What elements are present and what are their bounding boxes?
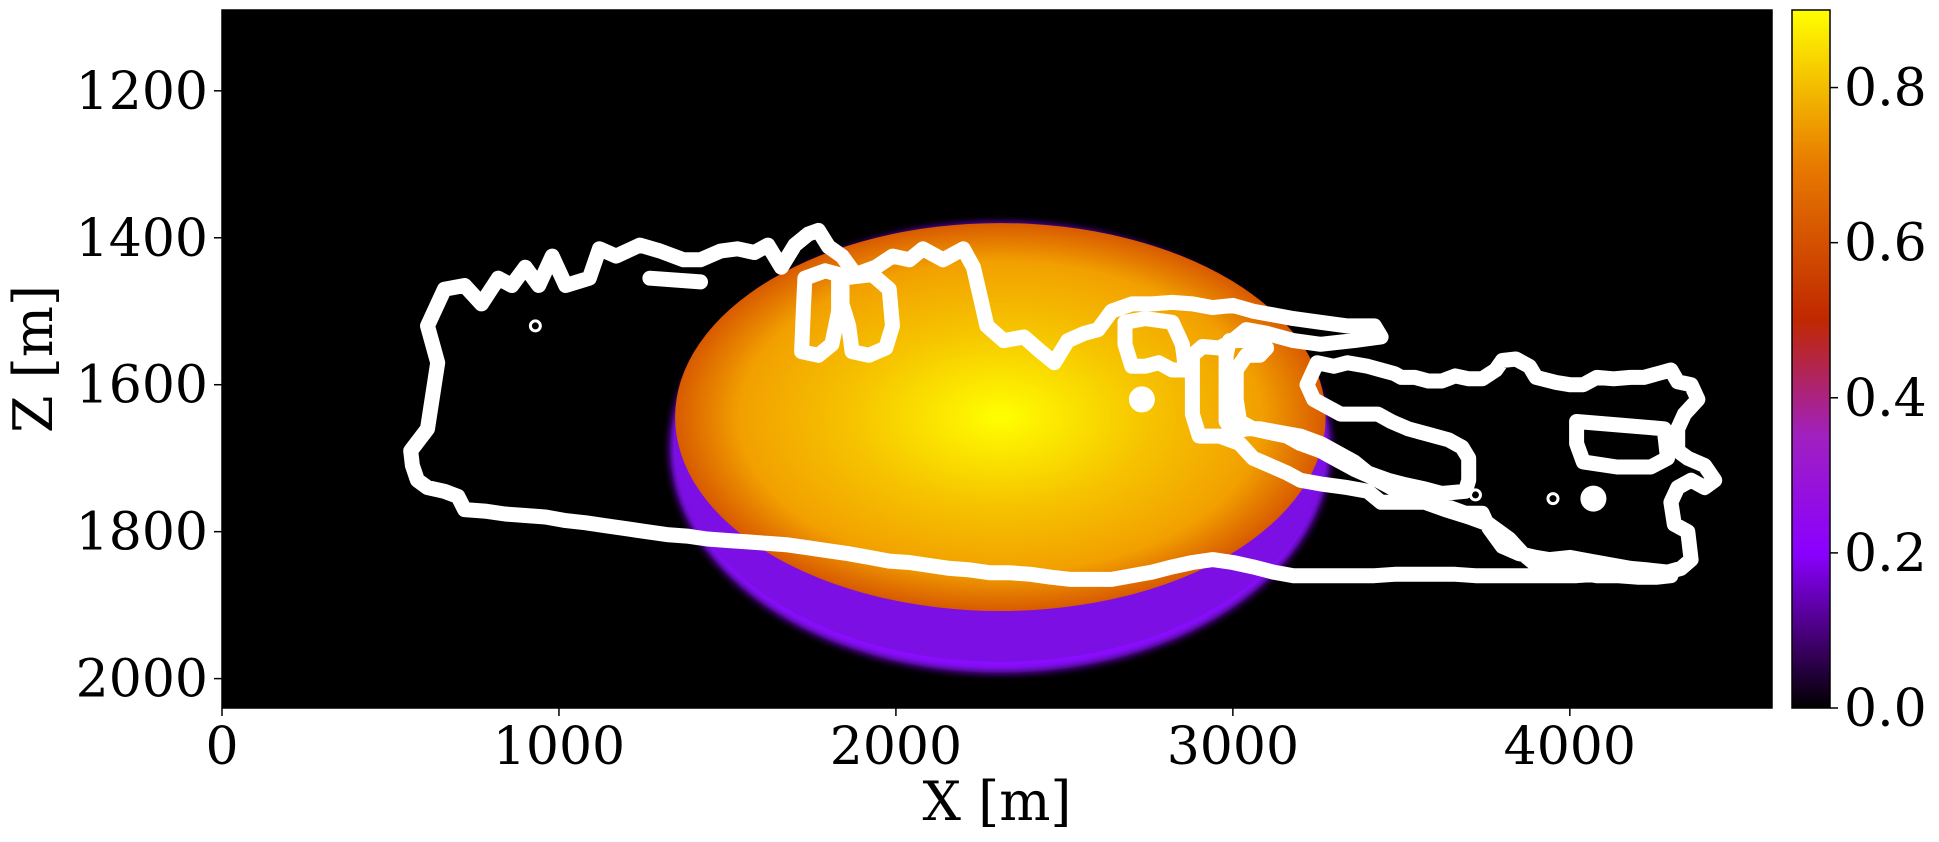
y-axis: 1200 1400 1600 1800 2000 bbox=[76, 62, 222, 710]
colorbar-axis: 0.0 0.2 0.4 0.6 0.8 bbox=[1830, 59, 1927, 739]
colorbar bbox=[1791, 9, 1831, 709]
y-axis-label: Z [m] bbox=[2, 285, 65, 433]
x-axis: 0 1000 2000 3000 4000 bbox=[205, 708, 1636, 777]
plot-frame bbox=[221, 9, 1773, 709]
x-tick-label: 0 bbox=[205, 717, 238, 777]
x-axis-label: X [m] bbox=[923, 770, 1072, 833]
contour-inner-loop bbox=[794, 263, 847, 363]
contour-main-outline bbox=[403, 222, 1723, 587]
y-tick-label: 1800 bbox=[76, 503, 208, 563]
contour-inner-loop bbox=[1117, 311, 1194, 378]
contour-blob bbox=[528, 319, 542, 333]
y-tick-label: 1600 bbox=[76, 356, 208, 416]
contour-blob bbox=[1468, 488, 1482, 502]
contour-blob bbox=[1580, 485, 1607, 512]
colorbar-tick-label: 0.0 bbox=[1844, 679, 1927, 739]
contour-blob bbox=[1546, 492, 1560, 506]
contour-inner-loop bbox=[1569, 414, 1675, 475]
x-tick-label: 2000 bbox=[830, 717, 962, 777]
contour-blob bbox=[1128, 386, 1155, 413]
colorbar-tick-label: 0.2 bbox=[1844, 524, 1927, 584]
colorbar-tick-label: 0.4 bbox=[1844, 369, 1927, 429]
y-tick-label: 1400 bbox=[76, 209, 208, 269]
contour-segment bbox=[642, 270, 708, 290]
x-tick-label: 3000 bbox=[1167, 717, 1299, 777]
colorbar-tick-label: 0.6 bbox=[1844, 214, 1927, 274]
y-tick-label: 1200 bbox=[76, 62, 208, 122]
y-tick-label: 2000 bbox=[76, 650, 208, 710]
x-tick-label: 1000 bbox=[493, 717, 625, 777]
contour-inner-loop bbox=[834, 267, 900, 363]
contour-overlay bbox=[403, 222, 1723, 587]
x-tick-label: 4000 bbox=[1504, 717, 1636, 777]
colorbar-tick-label: 0.8 bbox=[1844, 59, 1927, 119]
